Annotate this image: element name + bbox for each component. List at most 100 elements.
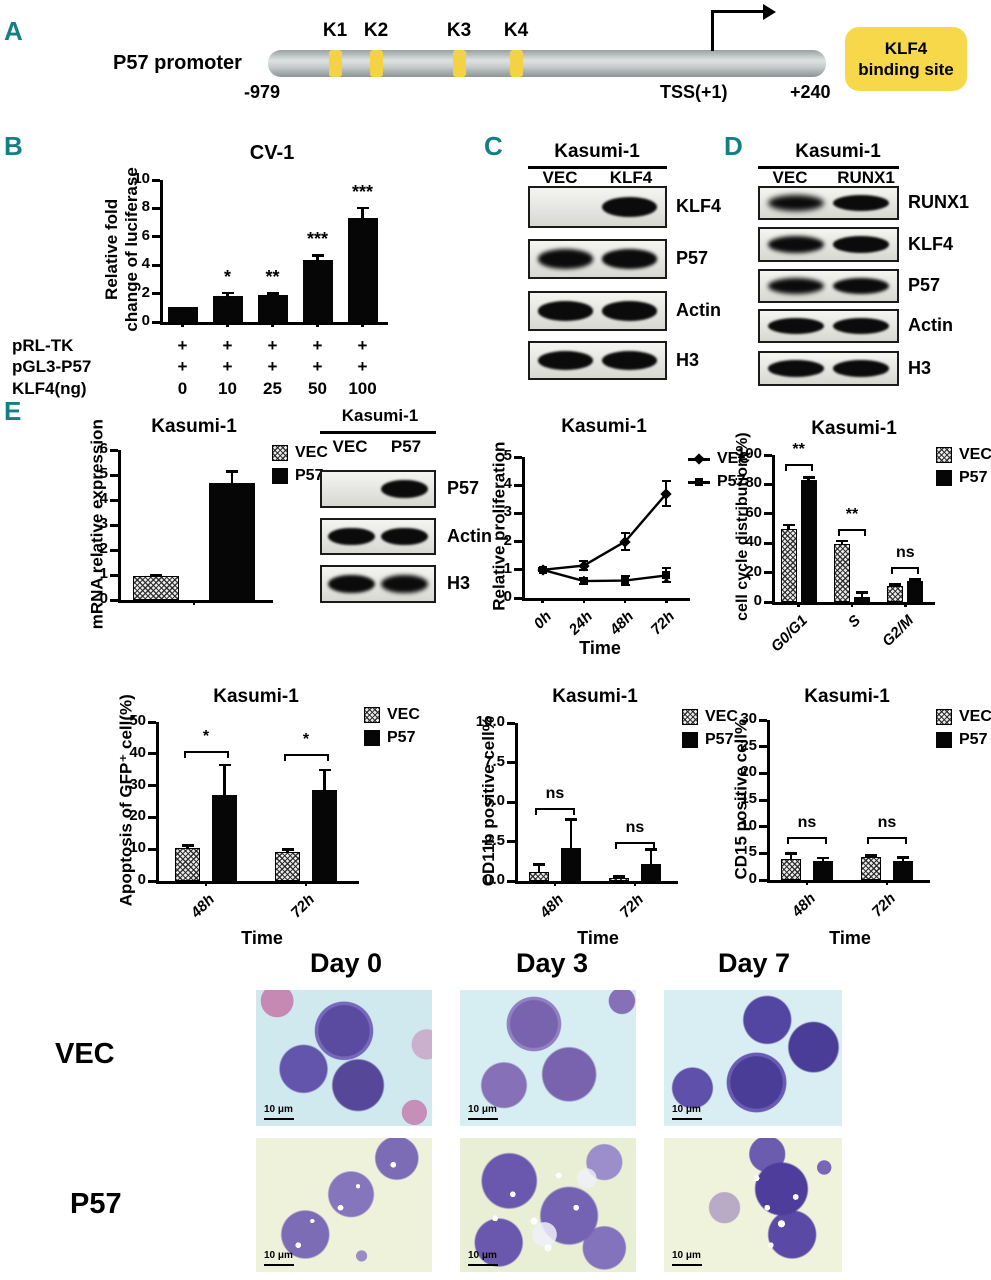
cd15-errstem <box>821 857 825 863</box>
cd11b-errcap <box>533 863 545 866</box>
proliferation-perrc2 <box>661 581 671 584</box>
scale-label: 10 μm <box>264 1249 293 1261</box>
apoptosis-bar-72h-VEC <box>275 851 300 881</box>
legend-label: VEC <box>959 708 991 725</box>
cd11b-sig-label: ns <box>545 785 565 803</box>
apoptosis-sig-bracket <box>183 750 229 758</box>
cellcycle-errcap <box>782 523 795 527</box>
mrna-ytick-label: 2 <box>99 540 108 557</box>
day0-header: Day 0 <box>309 948 383 978</box>
p57-row-label: P57 <box>70 1188 122 1220</box>
luciferase-bar-25-0 <box>257 295 288 322</box>
luciferase-ytick-label: 2 <box>141 283 150 301</box>
cd15-ytick <box>759 718 767 722</box>
luciferase-row-cell: 50 <box>308 379 327 398</box>
coord-end: +240 <box>790 82 831 102</box>
cd11b-ytick-label: 0.0 <box>484 871 505 888</box>
apoptosis-ytick-label: 0 <box>137 871 146 888</box>
luciferase-star: ** <box>265 267 280 288</box>
mrna-ytick <box>110 523 118 527</box>
apoptosis-cat-label: 48h <box>187 891 219 922</box>
cd15-errcap <box>865 854 877 857</box>
cd15-errstem <box>901 857 905 863</box>
luciferase-row-cell: 0 <box>177 379 188 398</box>
proliferation-ytick <box>514 455 522 459</box>
cd15-bar-72h-P57 <box>893 861 913 880</box>
cd11b-sig-label: ns <box>625 818 645 836</box>
apoptosis-errstem <box>186 845 189 850</box>
legend-label: P57 <box>717 473 746 490</box>
cellcycle-sig-bracket <box>784 463 813 471</box>
mrna-errstem <box>230 471 234 484</box>
cellcycle-ytick-label: 100 <box>736 445 762 462</box>
cd15-ytick <box>759 771 767 775</box>
proliferation-ytick-label: 1 <box>503 559 512 577</box>
scale-bar: 10 μm <box>468 1245 498 1266</box>
proliferation-ytick-label: 0 <box>503 588 512 605</box>
panel-letter-e: E <box>4 396 22 426</box>
cellcycle-ytick-label: 80 <box>745 474 762 492</box>
cd15-xtick <box>805 880 809 885</box>
apoptosis-bar-48h-P57 <box>212 795 237 881</box>
proliferation-perrc2 <box>620 549 630 552</box>
cellcycle-bar-G0/G1-P57 <box>800 479 817 602</box>
luciferase-row-label: pRL-TK <box>12 336 74 355</box>
cd15-title: Kasumi-1 <box>804 686 890 707</box>
luciferase-title: CV-1 <box>249 142 295 164</box>
scale-bar: 10 μm <box>672 1245 702 1266</box>
scale-line <box>468 1117 498 1120</box>
blot-E-lane-P57: P57 <box>390 437 422 456</box>
blot-D-band <box>767 360 825 377</box>
blot-E-row-label: Actin <box>447 525 492 546</box>
apoptosis-bar-48h-VEC <box>175 848 200 881</box>
legend-swatch <box>682 709 698 725</box>
luciferase-star: * <box>223 266 231 287</box>
cd11b-bar-72h-P57 <box>641 863 661 881</box>
legend-label: P57 <box>959 731 988 748</box>
cd15-errcap <box>785 852 797 855</box>
mrna-ytick <box>110 598 118 602</box>
apoptosis-ytick <box>148 752 156 756</box>
blot-C-underline <box>528 166 667 169</box>
cd15-xlabel: Time <box>829 928 871 948</box>
panel-letter-c: C <box>484 131 503 161</box>
luciferase-row-cell: + <box>177 357 188 376</box>
blot-C-lane-KLF4: KLF4 <box>609 168 653 187</box>
cellcycle-ytick-label: 60 <box>745 503 762 521</box>
proliferation-ytick <box>514 540 522 544</box>
cd15-xtick <box>885 880 889 885</box>
tss-arrow-head <box>763 3 776 20</box>
blot-D-row-label: KLF4 <box>908 233 953 254</box>
luciferase-ytick <box>152 178 160 182</box>
blot-D-band <box>832 360 890 377</box>
cd11b-ytick-label: 2.5 <box>484 831 505 849</box>
legend-row: P57 <box>682 731 738 749</box>
legend-row: VEC <box>688 450 750 468</box>
proliferation-plot <box>522 457 690 601</box>
cd11b-errstem <box>649 849 653 865</box>
luciferase-ytick-label: 0 <box>141 312 150 329</box>
blot-E-underline <box>320 431 436 434</box>
blot-D-row-label: H3 <box>908 357 932 378</box>
legend-swatch <box>688 476 710 488</box>
legend-row: VEC <box>272 444 328 462</box>
proliferation-marker-P57 <box>579 577 588 586</box>
blot-C-title: Kasumi-1 <box>554 141 640 162</box>
blot-C-band <box>601 249 658 269</box>
cd11b-xlabel: Time <box>577 928 619 948</box>
legend-proliferation: VEC P57 <box>688 450 750 491</box>
cellcycle-ytick-label: 40 <box>745 533 762 551</box>
luciferase-ytick <box>152 206 160 210</box>
micrograph-p57-day3: 10 μm <box>460 1138 636 1272</box>
proliferation-perrc1 <box>661 479 671 482</box>
mrna-xtick <box>192 600 196 605</box>
apoptosis-xtick <box>204 881 208 886</box>
legend-row: P57 <box>364 729 420 747</box>
cd15-sig-label: ns <box>797 814 817 832</box>
blot-D-underline <box>758 166 899 169</box>
blot-D-lane-VEC: VEC <box>772 168 808 187</box>
proliferation-perrc2 <box>661 505 671 508</box>
cd15-ytick <box>759 798 767 802</box>
proliferation-marker-P57 <box>621 576 630 585</box>
cd15-errcap <box>897 856 909 859</box>
